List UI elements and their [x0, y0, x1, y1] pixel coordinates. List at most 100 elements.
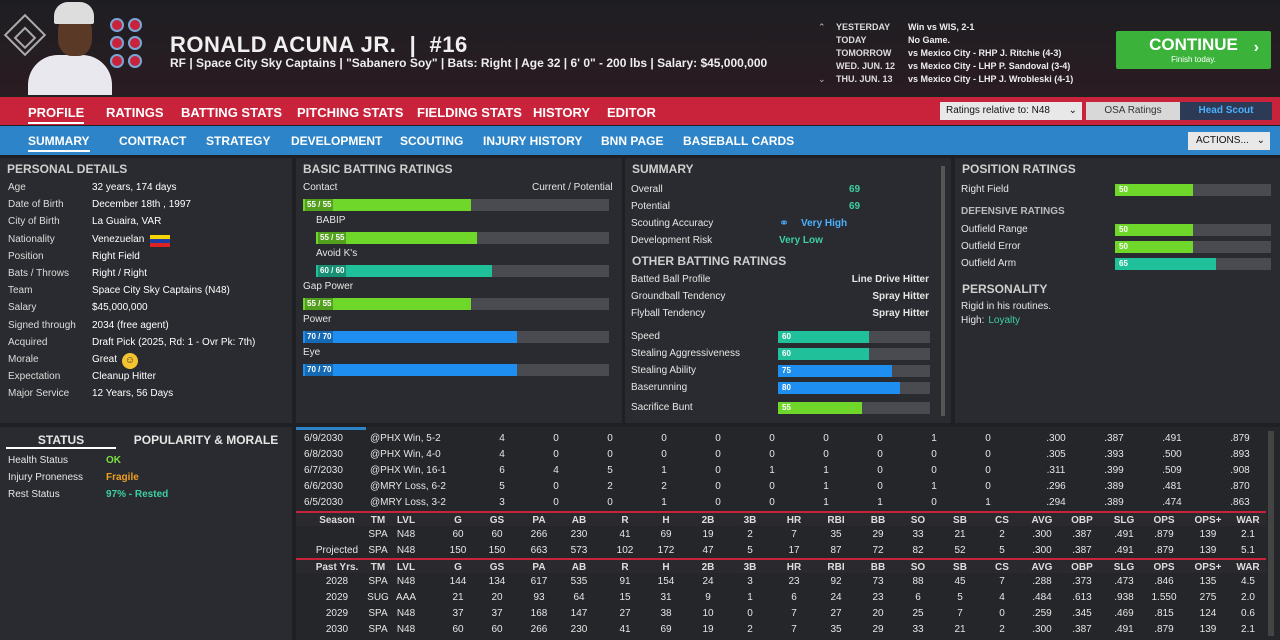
table-row[interactable]: SPA N48 60 60 266 230 41 69 19 2 7 35 29 33 21 2.300.38…: [296, 527, 1266, 542]
table-cell: .491: [1114, 624, 1134, 635]
table-cell: .500: [1162, 449, 1182, 460]
rating-bar: 80: [778, 382, 930, 394]
position-ratings-panel: POSITION RATINGS Right Field 50 DEFENSIVE …: [955, 158, 1280, 423]
status-label: Health Status: [8, 455, 69, 466]
table-cell: 0: [985, 481, 991, 492]
head-scout-button[interactable]: Head Scout: [1180, 102, 1272, 120]
table-cell: 0: [999, 608, 1005, 619]
table-row[interactable]: Projected SPA N48 150 150 663 573 102 172 47 5 17 87…: [296, 543, 1266, 558]
rating-value: 55 / 55: [305, 298, 334, 310]
schedule-game[interactable]: Win vs WIS, 2-1: [908, 22, 975, 32]
table-cell: 617: [530, 576, 548, 587]
table-cell: @MRY Loss, 3-2: [370, 497, 446, 508]
table-cell: SPA: [368, 576, 388, 587]
up-arrow-icon[interactable]: ⌃: [818, 22, 826, 32]
table-cell: SUG: [367, 592, 389, 603]
table-cell: 5: [499, 481, 505, 492]
scrollbar[interactable]: [1268, 431, 1274, 636]
table-row[interactable]: 6/6/2030 @MRY Loss, 6-2 5 0 2 2 0 0 1 0 1 0 .296 .389…: [296, 479, 1266, 494]
detail-value[interactable]: Space City Sky Captains (N48): [92, 285, 230, 297]
subtab-baseball-cards[interactable]: BASEBALL CARDS: [683, 134, 795, 148]
subtab-bnn-page[interactable]: BNN PAGE: [601, 134, 664, 148]
table-cell: 6: [791, 592, 797, 603]
scrollbar[interactable]: [941, 166, 945, 416]
table-row[interactable]: 6/9/2030 @PHX Win, 5-2 4 0 0 0 0 0 0 0 1 0 .300 .387.…: [296, 431, 1266, 446]
subtab-strategy[interactable]: STRATEGY: [206, 134, 271, 148]
osa-ratings-button[interactable]: OSA Ratings: [1086, 102, 1180, 120]
schedule-game[interactable]: vs Mexico City - LHP P. Sandoval (3-4): [908, 61, 1071, 71]
rating-bar: 60: [778, 331, 930, 343]
tab-history[interactable]: HISTORY: [533, 105, 591, 120]
table-cell: 0: [877, 481, 883, 492]
ratings-relative-select[interactable]: Ratings relative to: N48 ⌄: [940, 102, 1082, 120]
schedule-game[interactable]: vs Mexico City - LHP J. Wrobleski (4-1): [908, 74, 1074, 84]
table-cell: 0: [985, 465, 991, 476]
table-row[interactable]: 6/5/2030 @MRY Loss, 3-2 3 0 0 1 0 0 1 1 0 1 .294 .389…: [296, 495, 1266, 510]
subtab-summary[interactable]: SUMMARY: [28, 134, 90, 152]
table-cell: .389: [1104, 481, 1124, 492]
table-cell: 2: [999, 624, 1005, 635]
table-cell: 1: [823, 465, 829, 476]
rating-bar: 55: [778, 402, 930, 414]
detail-value: Draft Pick (2025, Rd: 1 - Ovr Pk: 7th): [92, 336, 256, 348]
subtab-contract[interactable]: CONTRACT: [119, 134, 187, 148]
continue-button[interactable]: CONTINUE Finish today. ›: [1116, 31, 1271, 69]
tab-ratings[interactable]: RATINGS: [106, 105, 164, 120]
table-cell: Season: [319, 515, 355, 526]
table-row[interactable]: 2028 SPA N48 144 134 617 535 91 154 24 3 23 92 73 88 45…: [296, 574, 1266, 589]
schedule-game[interactable]: No Game.: [908, 35, 951, 45]
tab-profile[interactable]: PROFILE: [28, 105, 85, 124]
table-cell: 0: [931, 449, 937, 460]
table-cell: 24: [830, 592, 842, 603]
actions-dropdown[interactable]: ACTIONS... ⌄: [1188, 132, 1270, 150]
tab-status[interactable]: STATUS: [6, 433, 116, 449]
table-row[interactable]: 2029 SPA N48 37 37 168 147 27 38 10 0 7 27 20 25 7 0 .259…: [296, 606, 1266, 621]
table-cell: 150: [449, 545, 467, 556]
table-cell: PA: [532, 515, 546, 526]
table-cell: .288: [1032, 576, 1052, 587]
tab-fielding-stats[interactable]: FIELDING STATS: [417, 105, 522, 120]
subtab-injury-history[interactable]: INJURY HISTORY: [483, 134, 583, 148]
table-cell: 0: [769, 497, 775, 508]
table-cell: 17: [788, 545, 800, 556]
summary-label: Flyball Tendency: [631, 308, 706, 319]
table-row[interactable]: 2029 SUG AAA 21 20 93 64 15 31 9 1 6 24 23 6 5 4 .484 .613…: [296, 590, 1266, 605]
table-cell: 0: [715, 465, 721, 476]
detail-value: $45,000,000: [92, 302, 148, 314]
subtab-scouting[interactable]: SCOUTING: [400, 134, 464, 148]
table-cell: 139: [1199, 529, 1217, 540]
rating-bar-fill: [1115, 241, 1193, 253]
schedule-game[interactable]: vs Mexico City - RHP J. Ritchie (4-3): [908, 48, 1062, 58]
rating-bar: 50: [1115, 224, 1271, 236]
subtab-development[interactable]: DEVELOPMENT: [291, 134, 383, 148]
status-label: Rest Status: [8, 489, 60, 500]
table-cell: 1: [931, 433, 937, 444]
table-cell: 0: [823, 433, 829, 444]
table-cell: 41: [619, 529, 631, 540]
table-cell: 64: [573, 592, 585, 603]
table-cell: 31: [660, 592, 672, 603]
table-cell: .815: [1154, 608, 1174, 619]
detail-row: Signed through 2034 (free agent): [0, 320, 292, 336]
table-cell: .345: [1072, 608, 1092, 619]
table-cell: N48: [396, 608, 416, 619]
rating-value: 65: [1119, 259, 1128, 268]
table-cell: 6: [499, 465, 505, 476]
table-cell: 37: [491, 608, 503, 619]
down-arrow-icon[interactable]: ⌄: [818, 74, 826, 84]
tab-batting-stats[interactable]: BATTING STATS: [181, 105, 283, 120]
table-cell: 2028: [325, 576, 349, 587]
table-cell: 92: [830, 576, 842, 587]
status-panel: STATUS POPULARITY & MORALE Health Status…: [0, 427, 292, 640]
detail-label: City of Birth: [8, 216, 60, 228]
detail-value: Cleanup Hitter: [92, 371, 156, 383]
tab-editor[interactable]: EDITOR: [607, 105, 656, 120]
tab-popularity-morale[interactable]: POPULARITY & MORALE: [133, 433, 279, 447]
table-row[interactable]: 6/7/2030 @PHX Win, 16-1 6 4 5 1 0 1 1 0 0 0 .311 .399…: [296, 463, 1266, 478]
rating-label: BABIP: [316, 215, 346, 226]
position-label: Outfield Arm: [961, 258, 1017, 269]
table-row[interactable]: 2030 SPA N48 60 60 266 230 41 69 19 2 7 35 29 33 21 2.30…: [296, 622, 1266, 637]
table-row[interactable]: 6/8/2030 @PHX Win, 4-0 4 0 0 0 0 0 0 0 0 0 .305 .393.…: [296, 447, 1266, 462]
tab-pitching-stats[interactable]: PITCHING STATS: [297, 105, 404, 120]
table-cell: 23: [872, 592, 884, 603]
